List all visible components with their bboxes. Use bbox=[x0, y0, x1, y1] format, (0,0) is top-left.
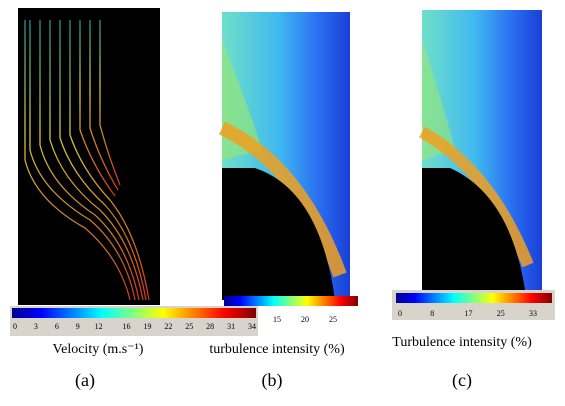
colorbar-tick-label: 25 bbox=[185, 322, 193, 331]
colorbar-label: turbulence intensity (%) bbox=[209, 342, 345, 357]
colorbar-tick-label: 16 bbox=[123, 322, 131, 331]
colorbar-tick-label: 25 bbox=[329, 315, 337, 324]
colorbar-tick-label: 0 bbox=[398, 309, 402, 318]
colorbar-label: Turbulence intensity (%) bbox=[392, 335, 532, 350]
colorbar-tick-label: 28 bbox=[206, 322, 214, 331]
colorbar-label: Velocity (m.s⁻¹) bbox=[53, 342, 144, 357]
panel-tag: (a) bbox=[75, 370, 95, 391]
colorbar-tick-label: 9 bbox=[76, 322, 80, 331]
colorbar-tick-label: 33 bbox=[529, 309, 537, 318]
colorbar bbox=[12, 308, 256, 318]
turbulence-map-b bbox=[218, 12, 350, 300]
colorbar-tick-label: 3 bbox=[34, 322, 38, 331]
colorbar-tick-label: 31 bbox=[227, 322, 235, 331]
panel-tag: (b) bbox=[262, 370, 283, 391]
colorbar-tick-label: 25 bbox=[497, 309, 505, 318]
velocity-field bbox=[18, 8, 160, 305]
colorbar-tick-label: 22 bbox=[164, 322, 172, 331]
colorbar-tick-label: 34 bbox=[248, 322, 256, 331]
colorbar-tick-label: 15 bbox=[273, 315, 281, 324]
colorbar-tick-label: 6 bbox=[55, 322, 59, 331]
colorbar-tick-label: 20 bbox=[301, 315, 309, 324]
colorbar-tick-label: 19 bbox=[143, 322, 151, 331]
colorbar-tick-label: 17 bbox=[465, 309, 473, 318]
colorbar bbox=[224, 296, 358, 306]
panel-tag: (c) bbox=[452, 370, 472, 391]
colorbar bbox=[396, 293, 552, 303]
turbulence-map-c bbox=[419, 10, 542, 290]
colorbar-tick-label: 8 bbox=[430, 309, 434, 318]
colorbar-tick-label: 0 bbox=[13, 322, 17, 331]
colorbar-tick-label: 12 bbox=[95, 322, 103, 331]
